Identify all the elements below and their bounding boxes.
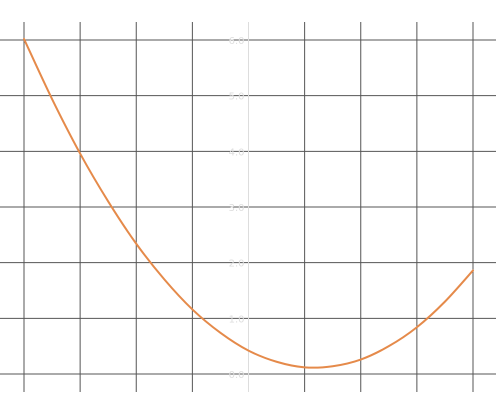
y-tick-label-3: 3.0 <box>229 203 245 214</box>
y-tick-labels: 0.0 1.0 2.0 3.0 4.0 5.0 6.0 <box>229 36 245 381</box>
y-tick-label-2: 2.0 <box>229 259 245 270</box>
y-tick-label-0: 0.0 <box>229 370 245 381</box>
y-tick-label-1: 1.0 <box>229 314 245 325</box>
y-tick-label-5: 5.0 <box>229 92 245 103</box>
y-tick-label-6: 6.0 <box>229 36 245 47</box>
series-line-0 <box>23 37 474 369</box>
series-group <box>23 37 474 369</box>
y-tick-label-4: 4.0 <box>229 147 245 158</box>
